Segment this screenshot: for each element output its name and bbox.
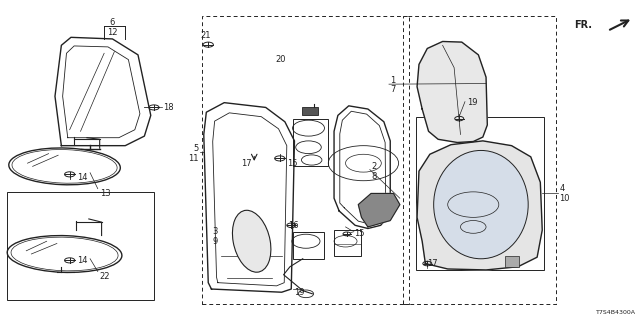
Polygon shape [417,42,487,142]
Text: 18: 18 [164,103,174,112]
Text: 13: 13 [100,189,110,198]
Text: 14: 14 [77,256,88,265]
Text: 3
9: 3 9 [212,227,218,246]
Text: 4
10: 4 10 [559,184,570,203]
Text: 14: 14 [77,173,88,182]
Text: 1
7: 1 7 [390,76,396,94]
Text: 19: 19 [467,98,477,107]
Text: 5
11: 5 11 [188,144,198,163]
Text: 15: 15 [287,159,298,168]
Text: 17: 17 [428,259,438,268]
Bar [7,192,154,300]
Bar [416,117,543,270]
Text: T7S4B4300A: T7S4B4300A [596,310,636,316]
Polygon shape [417,141,542,270]
Ellipse shape [434,150,528,259]
Bar [202,16,410,304]
Bar [334,230,361,256]
Bar [505,256,519,267]
Text: 6
12: 6 12 [108,18,118,37]
Ellipse shape [232,210,271,272]
Polygon shape [358,194,400,227]
Bar [293,232,324,259]
Bar [292,119,328,166]
Text: 16: 16 [288,221,299,230]
Text: 17: 17 [241,159,252,168]
Text: 19: 19 [294,288,305,297]
Text: 22: 22 [100,272,110,281]
Text: 20: 20 [275,55,286,64]
Bar [403,16,556,304]
Text: 15: 15 [354,229,364,238]
Text: FR.: FR. [574,20,592,29]
Text: 21: 21 [200,31,211,40]
Text: 2
8: 2 8 [371,162,376,180]
Bar [302,108,318,116]
